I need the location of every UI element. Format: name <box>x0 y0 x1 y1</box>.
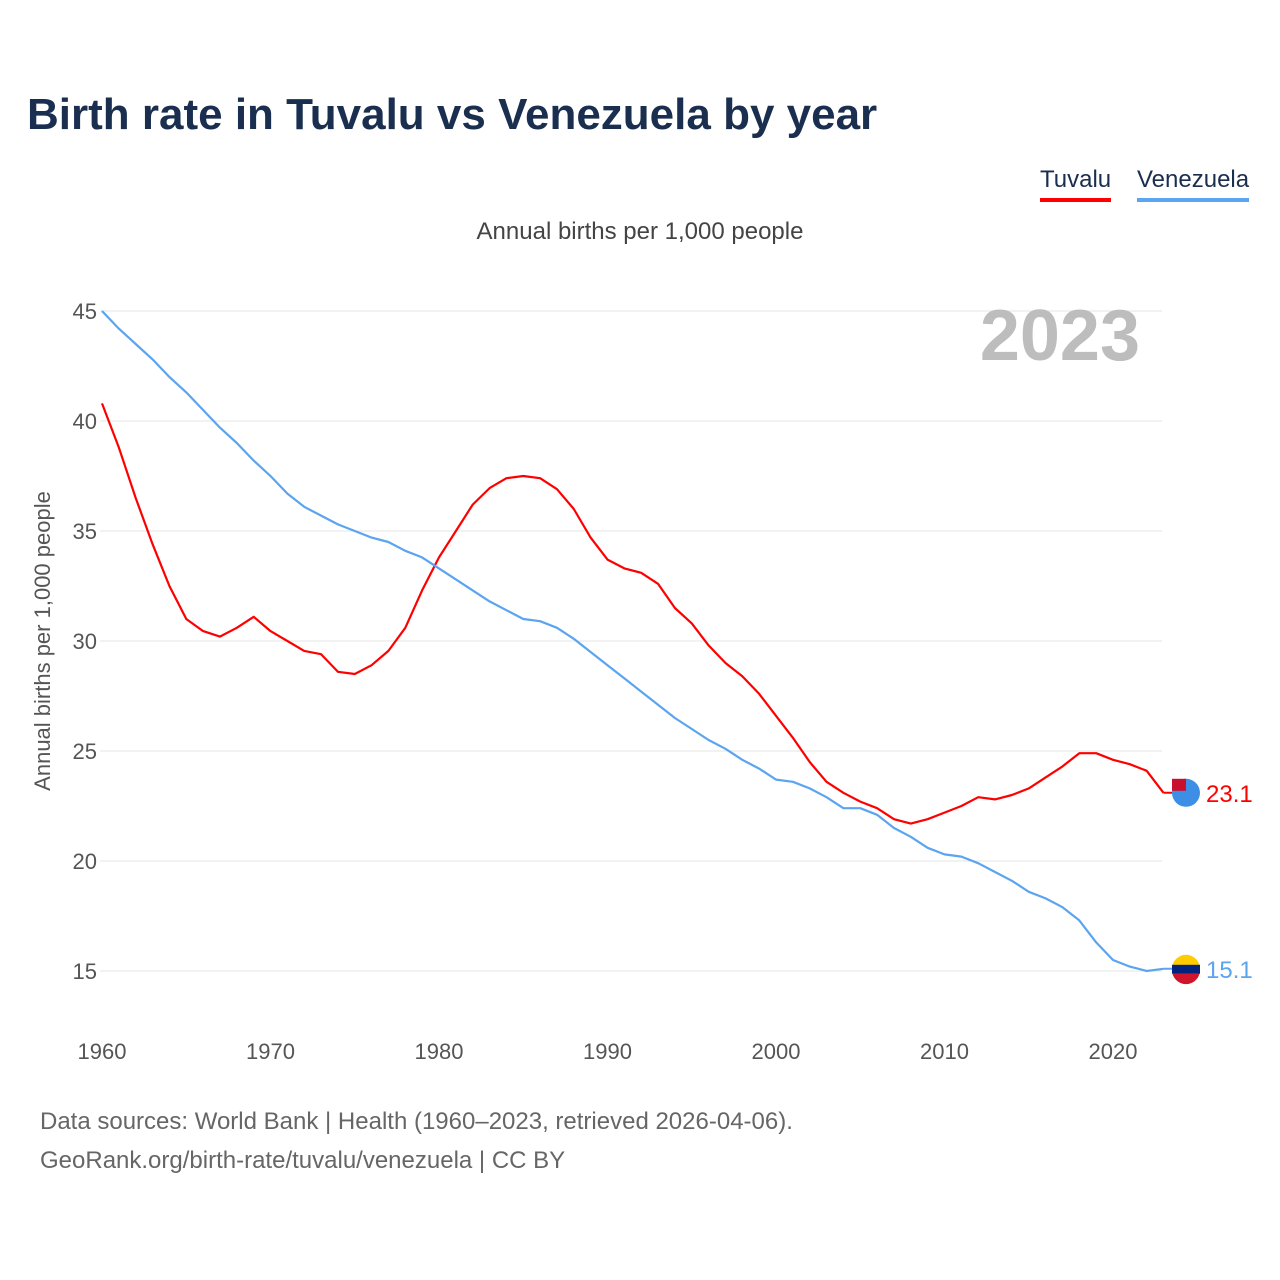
y-tick-label: 25 <box>73 739 97 764</box>
x-tick-label: 1990 <box>583 1039 632 1064</box>
x-tick-label: 2020 <box>1089 1039 1138 1064</box>
y-tick-label: 35 <box>73 519 97 544</box>
y-tick-label: 30 <box>73 629 97 654</box>
legend-tuvalu[interactable]: Tuvalu <box>1040 166 1112 202</box>
x-tick-label: 1960 <box>78 1039 127 1064</box>
y-tick-label: 40 <box>73 409 97 434</box>
series-line-tuvalu <box>100 403 1165 825</box>
venezuela-flag-stripe <box>1172 964 1200 974</box>
end-value-label: 15.1 <box>1206 957 1253 984</box>
x-tick-label: 2000 <box>752 1039 801 1064</box>
x-tick-label: 1970 <box>246 1039 295 1064</box>
venezuela-flag-red <box>1172 973 1200 985</box>
source-note: Data sources: World Bank | Health (1960–… <box>40 1108 793 1135</box>
legend-venezuela[interactable]: Venezuela <box>1137 166 1250 202</box>
chart-title: Birth rate in Tuvalu vs Venezuela by yea… <box>27 90 878 139</box>
attribution[interactable]: GeoRank.org/birth-rate/tuvalu/venezuela … <box>40 1147 566 1174</box>
tuvalu-flag-union <box>1172 778 1186 791</box>
y-tick-label: 15 <box>73 959 97 984</box>
end-value-label: 23.1 <box>1206 781 1253 808</box>
series-line-venezuela <box>101 310 1164 973</box>
x-tick-label: 2010 <box>920 1039 969 1064</box>
x-tick-label: 1980 <box>415 1039 464 1064</box>
y-axis-label: Annual births per 1,000 people <box>30 491 55 791</box>
year-badge: 2023 <box>980 296 1140 376</box>
y-tick-label: 45 <box>73 299 97 324</box>
chart-subtitle: Annual births per 1,000 people <box>476 218 804 245</box>
y-tick-label: 20 <box>73 849 97 874</box>
